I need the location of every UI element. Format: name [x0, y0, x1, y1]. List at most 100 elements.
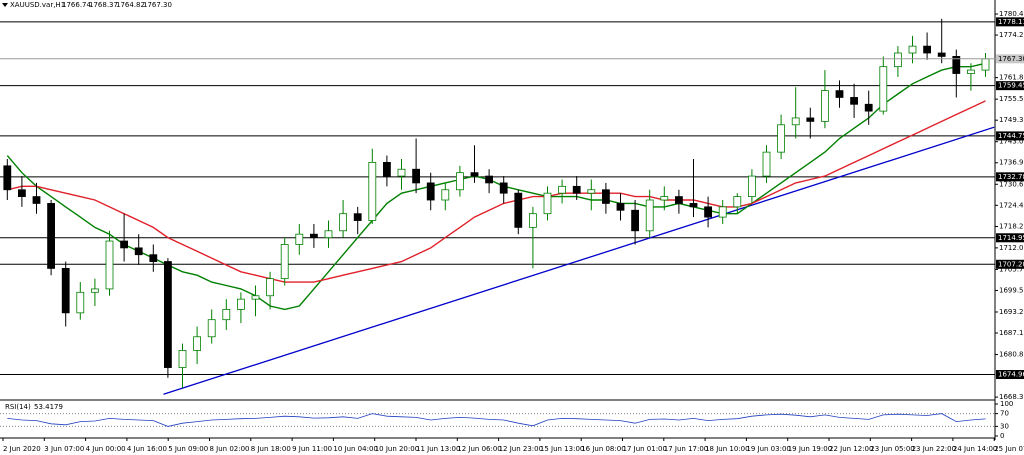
candle-body: [47, 203, 55, 269]
x-tick-label: 8 Jun 18:00: [251, 445, 291, 453]
y-tick-label: 1761.80: [999, 74, 1024, 82]
candle-body: [3, 165, 12, 191]
candle-body: [397, 168, 406, 177]
x-tick-label: 2 Jun 2020: [3, 445, 41, 453]
x-tick-label: 17 Jun 17:00: [664, 445, 708, 453]
candle-body: [368, 162, 377, 221]
candle-body: [193, 336, 202, 351]
y-tick-label: 1680.80: [999, 351, 1024, 359]
candle-body: [251, 295, 260, 300]
rsi-tick-label: 30: [1000, 422, 1009, 430]
x-tick-label: 24 Jun 14:00: [953, 445, 997, 453]
candle-body: [894, 52, 902, 68]
y-tick-label: 1730.60: [999, 180, 1024, 188]
quote-value: 1768.37: [89, 1, 118, 9]
x-tick-label: 10 Jun 20:00: [375, 445, 419, 453]
level-label: 1714.95: [998, 234, 1024, 242]
rsi-title: RSI(14): [5, 403, 31, 411]
level-label-box: [996, 233, 1024, 243]
y-tick-label: 1755.50: [999, 95, 1024, 103]
candle-body: [704, 206, 712, 218]
candle-body: [952, 56, 961, 74]
y-tick-label: 1693.25: [999, 308, 1024, 316]
y-tick-label: 1705.70: [999, 265, 1024, 273]
candle-body: [163, 261, 172, 368]
candle-body: [76, 291, 85, 314]
candle-body: [923, 45, 931, 54]
candle-body: [324, 230, 333, 239]
candle-body: [280, 244, 289, 280]
level-label-box: [996, 131, 1024, 141]
candle-body: [835, 90, 844, 98]
candle-body: [879, 66, 888, 112]
y-tick-label: 1712.00: [999, 244, 1024, 252]
level-label: 1744.75: [998, 132, 1024, 140]
candle-body: [222, 309, 231, 321]
x-tick-label: 4 Jun 16:00: [127, 445, 167, 453]
quote-value: 1764.82: [116, 1, 145, 9]
candle-body: [675, 196, 683, 204]
x-tick-label: 5 Jun 09:00: [168, 445, 208, 453]
candle-body: [864, 103, 873, 112]
level-label: 1707.20: [998, 260, 1024, 268]
y-tick-label: 1699.55: [999, 286, 1024, 294]
rsi-value: 53.4179: [34, 403, 63, 411]
candle-body: [455, 172, 464, 191]
level-label: 1759.45: [998, 82, 1024, 90]
level-label-box: [996, 370, 1024, 380]
candle-body: [587, 189, 596, 194]
candle-body: [981, 58, 990, 71]
y-tick-label: 1749.35: [999, 116, 1024, 124]
candle-body: [908, 45, 917, 54]
x-tick-label: 25 Jun 07:00: [994, 445, 1024, 453]
candle-body: [937, 52, 946, 57]
x-tick-label: 16 Jun 08:00: [581, 445, 625, 453]
candle-body: [353, 213, 362, 221]
candle-body: [602, 189, 610, 204]
chart-title: XAUUSD.var,H1: [10, 1, 65, 9]
y-tick-label: 1736.90: [999, 159, 1024, 167]
y-tick-label: 1743.05: [999, 138, 1024, 146]
candle-body: [499, 182, 508, 194]
candle-body: [207, 319, 216, 338]
candle-body: [412, 168, 421, 184]
candle-body: [572, 185, 581, 194]
x-tick-label: 10 Jun 04:00: [333, 445, 377, 453]
trendline: [163, 126, 995, 395]
candle-body: [105, 240, 114, 290]
x-tick-label: 9 Jun 11:00: [292, 445, 332, 453]
candle-body: [689, 203, 698, 208]
rsi-tick-label: 100: [1000, 400, 1013, 408]
candle-body: [733, 196, 742, 208]
y-tick-label: 1668.35: [999, 393, 1024, 401]
candle-body: [178, 350, 187, 368]
candle-body: [426, 182, 435, 201]
rsi-tick-label: 0: [1000, 432, 1004, 440]
y-tick-label: 1724.45: [999, 201, 1024, 209]
candle-body: [645, 199, 654, 232]
candle-body: [967, 69, 975, 74]
level-label-box: [996, 172, 1024, 182]
level-label-box: [996, 17, 1024, 27]
level-label-box: [996, 81, 1024, 91]
y-tick-label: 1718.25: [999, 223, 1024, 231]
candle-body: [236, 298, 245, 310]
current-price-label: 1767.30: [998, 55, 1024, 63]
candle-body: [748, 175, 756, 197]
y-tick-label: 1687.10: [999, 329, 1024, 337]
candle-body: [17, 189, 26, 197]
current-price-label-box: [996, 54, 1024, 64]
candle-body: [266, 278, 275, 297]
candle-body: [309, 233, 318, 239]
candle-body: [529, 213, 537, 228]
x-tick-label: 17 Jun 01:00: [623, 445, 667, 453]
x-tick-label: 22 Jun 12:00: [829, 445, 873, 453]
candle-body: [32, 196, 41, 204]
x-tick-label: 8 Jun 02:00: [210, 445, 250, 453]
x-tick-label: 19 Jun 03:00: [746, 445, 790, 453]
candle-body: [631, 209, 639, 232]
y-tick-label: 1780.40: [999, 10, 1024, 18]
moving-average: [7, 100, 986, 283]
